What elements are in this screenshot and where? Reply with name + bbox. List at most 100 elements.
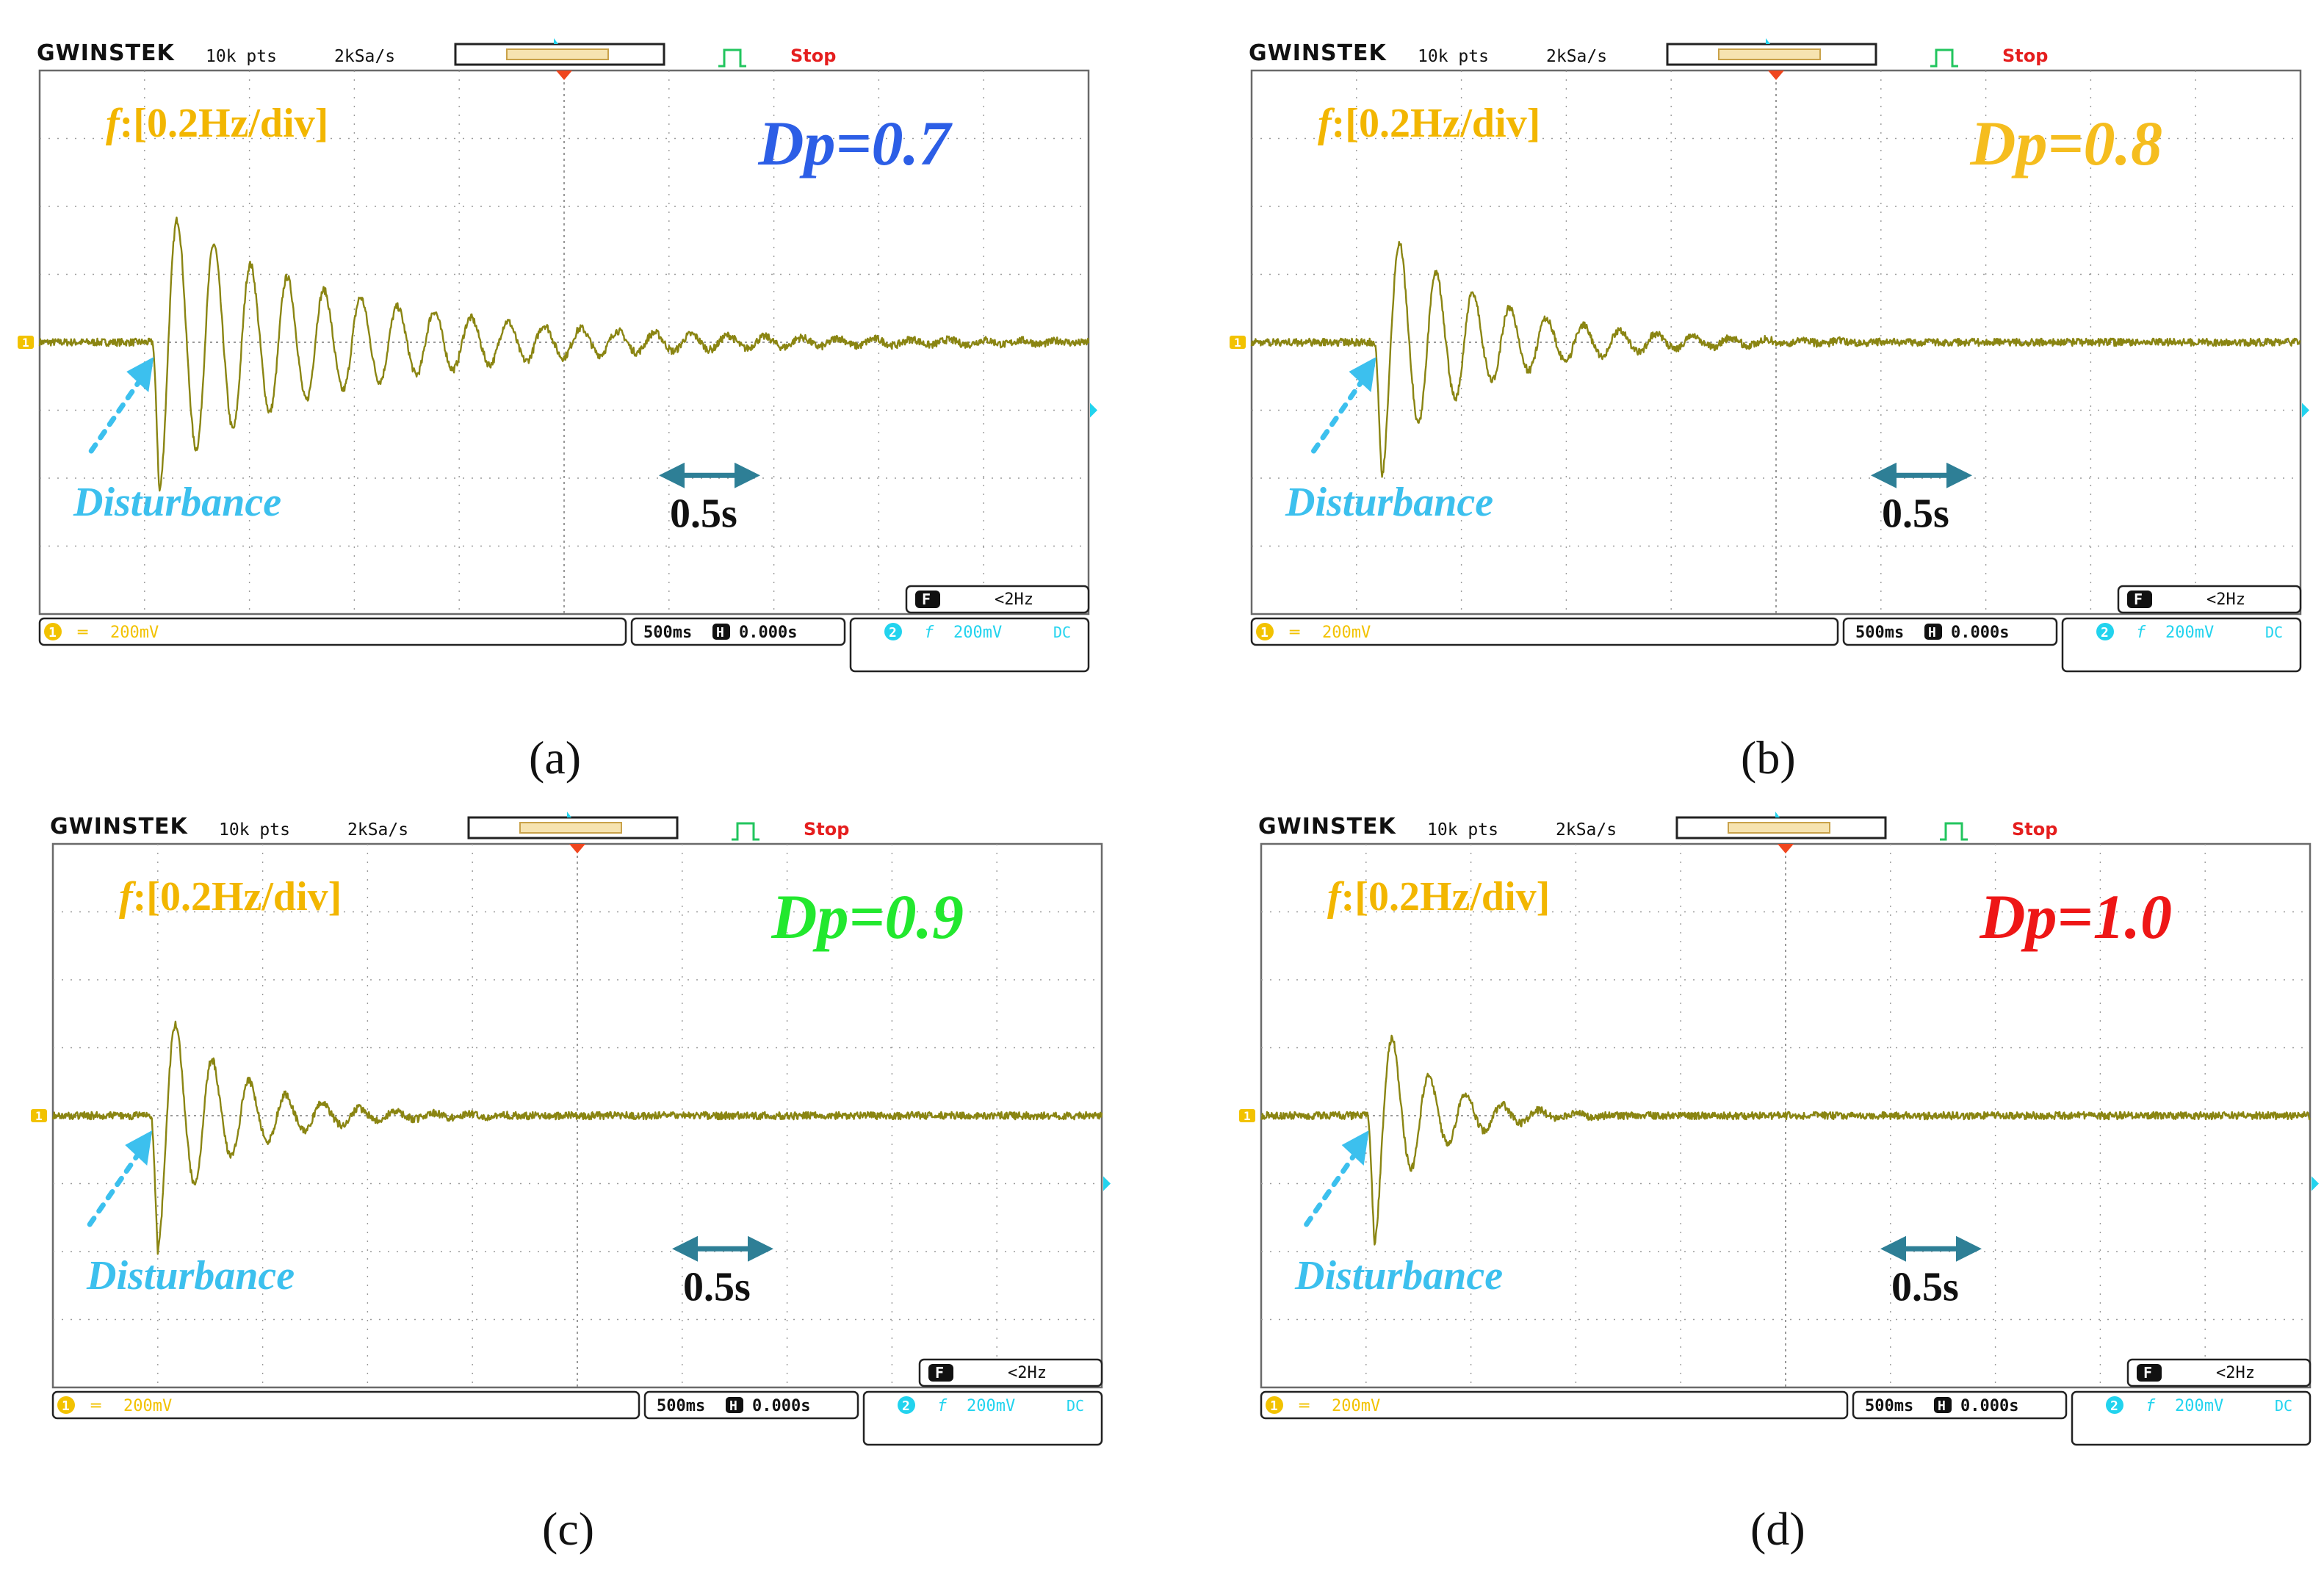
waveform-trace (1250, 241, 2301, 478)
ch1-badge (57, 1396, 75, 1414)
ch1-status-box (51, 1390, 640, 1420)
ch1-coupling: ═ (1289, 624, 1300, 642)
horizontal-badge (726, 1397, 743, 1413)
ch2-status-box (2071, 1390, 2312, 1446)
filter-indicator (2126, 1358, 2312, 1387)
ch1-badge-label: 1 (48, 625, 57, 640)
ch2-badge (884, 623, 902, 640)
freq-scale-label: f:[0.2Hz/div] (1327, 874, 1550, 920)
ch2-badge-label: 2 (2110, 1398, 2118, 1414)
graticule: 1 f:[0.2Hz/div] Dp=0.8 Disturbance 0.5s F <2Hz (1230, 69, 2309, 615)
filter-badge-label: F (2134, 591, 2143, 608)
run-state: Stop (2012, 819, 2057, 840)
filter-badge-label: F (935, 1364, 944, 1382)
timebase-box (643, 1390, 859, 1420)
pulse-icon (732, 822, 759, 841)
horizontal-badge-label: H (716, 625, 724, 640)
ch2-badge (2096, 623, 2114, 640)
ch1-ground-marker (1239, 1109, 1255, 1122)
panel-caption: (d) (1750, 1503, 1805, 1555)
ch2-scale: 200mV (2175, 1397, 2223, 1415)
damping-label: Dp=1.0 (1979, 881, 2172, 952)
filter-value: <2Hz (2206, 591, 2245, 609)
pulse-icon (1940, 822, 1968, 841)
filter-badge (915, 591, 940, 608)
ch1-scale: 200mV (1322, 624, 1371, 642)
memory-window (519, 822, 622, 834)
ch1-ground-marker-label: 1 (1234, 336, 1241, 350)
damping-label: Dp=0.8 (1969, 108, 2162, 178)
ch2-coupling: DC (2265, 624, 2283, 641)
damping-label: Dp=0.7 (757, 108, 953, 178)
ch1-ground-marker (31, 1109, 47, 1122)
ch1-ground-marker-label: 1 (22, 336, 29, 350)
memory-cursor-icon (1775, 812, 1780, 817)
pulse-icon (1930, 48, 1958, 68)
timebase-value: 500ms (1855, 624, 1904, 642)
time-scale-label: 0.5s (1891, 1264, 1959, 1310)
ch1-scale: 200mV (1332, 1397, 1380, 1415)
ch2-marker-icon (1103, 1176, 1111, 1191)
pulse-icon (718, 48, 746, 68)
horizontal-badge-label: H (729, 1398, 737, 1414)
filter-badge (2137, 1364, 2162, 1382)
ch1-badge-label: 1 (62, 1398, 70, 1414)
ch1-ground-marker-label: 1 (35, 1109, 43, 1123)
ch2-scale: 200mV (2165, 624, 2214, 642)
graticule: 1 f:[0.2Hz/div] Dp=0.9 Disturbance 0.5s F <2Hz (31, 842, 1111, 1389)
disturbance-label: Disturbance (1285, 480, 1493, 525)
run-state: Stop (804, 819, 849, 840)
freq-scale-rest: :[0.2Hz/div] (133, 874, 342, 920)
record-length: 10k pts (206, 47, 277, 66)
sample-rate: 2kSa/s (1546, 47, 1607, 66)
ch2-marker-icon (1090, 402, 1097, 418)
horizontal-position: 0.000s (739, 624, 797, 642)
ch2-status-box (862, 1390, 1103, 1446)
horizontal-badge-label: H (1928, 625, 1936, 640)
ch1-coupling: ═ (77, 624, 88, 642)
trigger-marker-icon (569, 844, 585, 853)
memory-bar (454, 43, 665, 66)
ch1-coupling: ═ (1299, 1397, 1310, 1415)
waveform-trace (38, 216, 1090, 492)
memory-cursor-icon (1766, 38, 1770, 44)
dashed-arrow-head-icon (1341, 1130, 1369, 1166)
dashed-arrow-head-icon (125, 1130, 153, 1166)
timebase-value: 500ms (643, 624, 692, 642)
ch2-badge (898, 1396, 915, 1414)
ch1-status-box (38, 617, 627, 646)
filter-indicator (918, 1358, 1103, 1387)
horizontal-position: 0.000s (752, 1397, 810, 1415)
ch1-ground-marker (18, 336, 34, 349)
freq-scale-label: f:[0.2Hz/div] (106, 101, 328, 146)
trigger-marker-icon (1778, 844, 1794, 853)
ch2-status-box (849, 617, 1090, 673)
trigger-marker-icon (1768, 71, 1784, 80)
memory-cursor-icon (554, 38, 558, 44)
panel-caption: (b) (1741, 732, 1796, 784)
ch1-badge-label: 1 (1270, 1398, 1278, 1414)
ch1-badge (1256, 623, 1274, 640)
ch2-marker-icon (2312, 1176, 2319, 1191)
time-scale-label: 0.5s (1882, 491, 1949, 536)
ch2-marker-icon (2302, 402, 2309, 418)
record-length: 10k pts (219, 820, 290, 840)
horizontal-badge-label: H (1938, 1398, 1946, 1414)
horizontal-badge (1924, 624, 1942, 640)
ch2-symbol: f (937, 1397, 948, 1415)
brand-logo: GWINSTEK (1258, 814, 1397, 840)
ch1-badge (44, 623, 62, 640)
ch1-status-box (1260, 1390, 1849, 1420)
freq-scale-rest: :[0.2Hz/div] (1332, 101, 1541, 146)
ch2-coupling: DC (1053, 624, 1071, 641)
horizontal-position: 0.000s (1960, 1397, 2018, 1415)
brand-logo: GWINSTEK (50, 814, 189, 840)
ch2-badge-label: 2 (2101, 625, 2109, 640)
waveform-trace (51, 1020, 1103, 1255)
run-state: Stop (790, 46, 836, 66)
record-length: 10k pts (1418, 47, 1489, 66)
